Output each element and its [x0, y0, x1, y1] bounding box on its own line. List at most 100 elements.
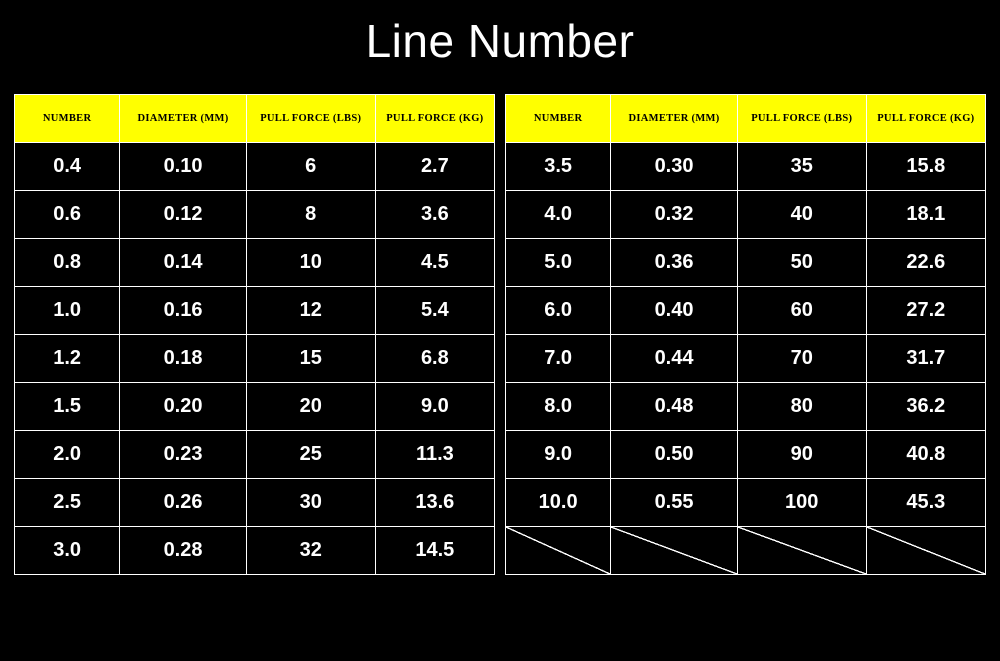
- cell-diameter: 0.32: [611, 191, 738, 239]
- cell-kg: 22.6: [866, 239, 985, 287]
- cell-number: 7.0: [506, 335, 611, 383]
- cell-number: 1.2: [15, 335, 120, 383]
- table-row: 2.50.263013.6: [15, 479, 495, 527]
- cell-diameter: 0.20: [120, 383, 247, 431]
- table-row: 3.50.303515.8: [506, 143, 986, 191]
- cell-kg: 15.8: [866, 143, 985, 191]
- cell-diameter: 0.18: [120, 335, 247, 383]
- col-number-header: NUMBER: [15, 95, 120, 143]
- cell-lbs: 12: [246, 287, 375, 335]
- cell-lbs: 20: [246, 383, 375, 431]
- cell-kg: 27.2: [866, 287, 985, 335]
- col-diameter-header: DIAMETER (MM): [611, 95, 738, 143]
- cell-number: 0.4: [15, 143, 120, 191]
- cell-number: 1.5: [15, 383, 120, 431]
- cell-diameter: 0.23: [120, 431, 247, 479]
- cell-lbs: 30: [246, 479, 375, 527]
- table-row: 1.00.16125.4: [15, 287, 495, 335]
- cell-kg: 36.2: [866, 383, 985, 431]
- table-row: 7.00.447031.7: [506, 335, 986, 383]
- table-left: NUMBER DIAMETER (MM) PULL FORCE (LBS) PU…: [14, 94, 495, 575]
- cell-kg: 4.5: [375, 239, 494, 287]
- col-diameter-header: DIAMETER (MM): [120, 95, 247, 143]
- cell-number: 10.0: [506, 479, 611, 527]
- cell-lbs: 10: [246, 239, 375, 287]
- cell-diameter: 0.16: [120, 287, 247, 335]
- cell-diameter: 0.26: [120, 479, 247, 527]
- cell-kg: 6.8: [375, 335, 494, 383]
- cell-diameter: 0.50: [611, 431, 738, 479]
- cell-lbs: 6: [246, 143, 375, 191]
- cell-lbs: 80: [737, 383, 866, 431]
- col-number-header: NUMBER: [506, 95, 611, 143]
- col-pullforce-kg-header: PULL FORCE (KG): [375, 95, 494, 143]
- table-header-row: NUMBER DIAMETER (MM) PULL FORCE (LBS) PU…: [15, 95, 495, 143]
- table-left-body: 0.40.1062.7 0.60.1283.6 0.80.14104.5 1.0…: [15, 143, 495, 575]
- cell-empty: [737, 527, 866, 575]
- cell-empty: [506, 527, 611, 575]
- cell-kg: 13.6: [375, 479, 494, 527]
- col-pullforce-kg-header: PULL FORCE (KG): [866, 95, 985, 143]
- table-row: 6.00.406027.2: [506, 287, 986, 335]
- cell-kg: 45.3: [866, 479, 985, 527]
- cell-diameter: 0.10: [120, 143, 247, 191]
- cell-kg: 2.7: [375, 143, 494, 191]
- cell-kg: 3.6: [375, 191, 494, 239]
- cell-lbs: 15: [246, 335, 375, 383]
- page-root: Line Number NUMBER DIAMETER (MM) PULL FO…: [0, 0, 1000, 661]
- cell-kg: 11.3: [375, 431, 494, 479]
- col-pullforce-lbs-header: PULL FORCE (LBS): [737, 95, 866, 143]
- cell-number: 1.0: [15, 287, 120, 335]
- cell-lbs: 100: [737, 479, 866, 527]
- page-title: Line Number: [0, 14, 1000, 68]
- cell-number: 2.0: [15, 431, 120, 479]
- table-row: 1.20.18156.8: [15, 335, 495, 383]
- table-row: 10.00.5510045.3: [506, 479, 986, 527]
- cell-kg: 18.1: [866, 191, 985, 239]
- cell-lbs: 25: [246, 431, 375, 479]
- cell-number: 0.8: [15, 239, 120, 287]
- table-row: 3.00.283214.5: [15, 527, 495, 575]
- table-row: 0.80.14104.5: [15, 239, 495, 287]
- cell-lbs: 70: [737, 335, 866, 383]
- table-row: 5.00.365022.6: [506, 239, 986, 287]
- cell-kg: 5.4: [375, 287, 494, 335]
- cell-number: 0.6: [15, 191, 120, 239]
- col-pullforce-lbs-header: PULL FORCE (LBS): [246, 95, 375, 143]
- table-right: NUMBER DIAMETER (MM) PULL FORCE (LBS) PU…: [505, 94, 986, 575]
- cell-lbs: 90: [737, 431, 866, 479]
- cell-number: 2.5: [15, 479, 120, 527]
- table-row: 4.00.324018.1: [506, 191, 986, 239]
- cell-diameter: 0.12: [120, 191, 247, 239]
- table-row: 8.00.488036.2: [506, 383, 986, 431]
- cell-diameter: 0.40: [611, 287, 738, 335]
- table-row: 0.60.1283.6: [15, 191, 495, 239]
- table-row: 9.00.509040.8: [506, 431, 986, 479]
- table-row-empty: [506, 527, 986, 575]
- cell-kg: 14.5: [375, 527, 494, 575]
- cell-lbs: 60: [737, 287, 866, 335]
- cell-number: 5.0: [506, 239, 611, 287]
- cell-number: 4.0: [506, 191, 611, 239]
- cell-diameter: 0.28: [120, 527, 247, 575]
- cell-lbs: 32: [246, 527, 375, 575]
- table-header-row: NUMBER DIAMETER (MM) PULL FORCE (LBS) PU…: [506, 95, 986, 143]
- cell-number: 3.0: [15, 527, 120, 575]
- cell-lbs: 40: [737, 191, 866, 239]
- cell-number: 9.0: [506, 431, 611, 479]
- cell-lbs: 35: [737, 143, 866, 191]
- cell-number: 6.0: [506, 287, 611, 335]
- cell-empty: [611, 527, 738, 575]
- cell-lbs: 8: [246, 191, 375, 239]
- table-row: 1.50.20209.0: [15, 383, 495, 431]
- cell-diameter: 0.36: [611, 239, 738, 287]
- cell-diameter: 0.55: [611, 479, 738, 527]
- cell-diameter: 0.48: [611, 383, 738, 431]
- cell-empty: [866, 527, 985, 575]
- table-row: 0.40.1062.7: [15, 143, 495, 191]
- table-row: 2.00.232511.3: [15, 431, 495, 479]
- cell-lbs: 50: [737, 239, 866, 287]
- tables-row: NUMBER DIAMETER (MM) PULL FORCE (LBS) PU…: [0, 94, 1000, 575]
- table-right-body: 3.50.303515.8 4.00.324018.1 5.00.365022.…: [506, 143, 986, 575]
- cell-diameter: 0.30: [611, 143, 738, 191]
